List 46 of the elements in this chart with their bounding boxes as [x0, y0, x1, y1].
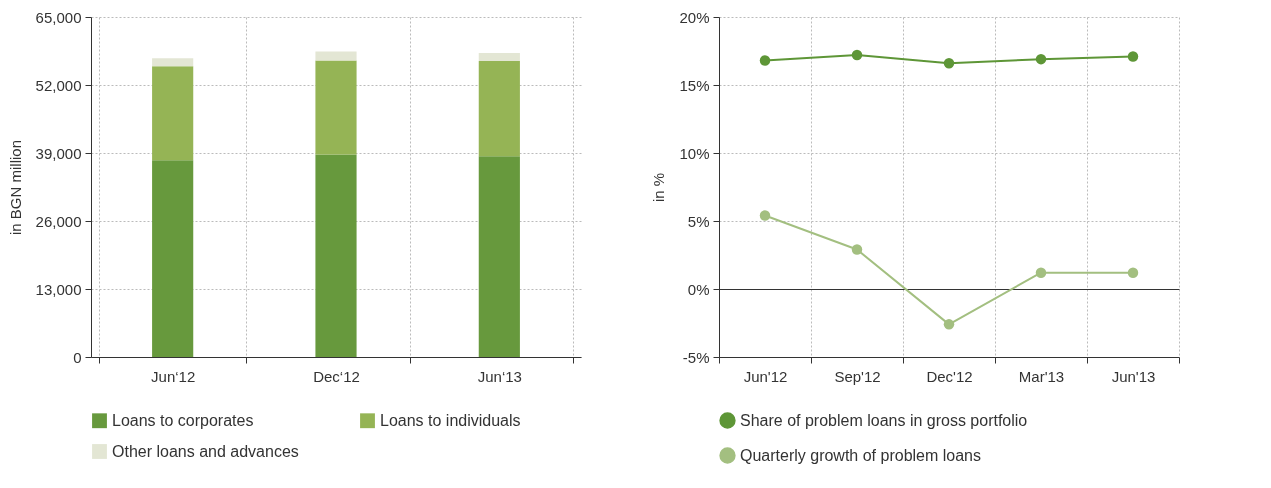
legend-label: Loans to individuals — [380, 411, 521, 429]
bar — [478, 53, 520, 61]
legend-label: Other loans and advances — [112, 442, 299, 460]
legend-label: Share of problem loans in gross portfolio — [740, 411, 1028, 429]
y-tick-label: 0% — [687, 280, 710, 298]
bar — [152, 66, 194, 161]
point — [851, 49, 863, 61]
x-tick-label: Jun'12 — [743, 367, 788, 385]
y-tick-label: 10% — [679, 144, 710, 162]
x-tick-label: Mar'13 — [1018, 367, 1065, 385]
bar — [315, 60, 357, 155]
bar — [315, 51, 357, 61]
y-tick-label: 52,000 — [35, 76, 82, 94]
y-tick-label: 0 — [73, 348, 82, 366]
y-tick-label: 39,000 — [35, 144, 82, 162]
y-axis-title: in % — [650, 172, 668, 203]
y-tick-label: 20% — [679, 8, 710, 26]
point — [759, 55, 771, 66]
y-tick-label: 65,000 — [35, 8, 82, 26]
point — [759, 210, 771, 221]
x-tick-label: Jun‘13 — [477, 367, 522, 385]
y-tick-label: -5% — [682, 348, 710, 366]
y-axis-title: in BGN million — [6, 139, 24, 236]
y-tick-label: 26,000 — [35, 212, 82, 230]
bar — [478, 156, 520, 357]
point — [943, 319, 955, 330]
x-tick-label: Jun'13 — [1111, 367, 1156, 385]
point — [943, 58, 955, 69]
legend-label: Loans to corporates — [112, 411, 254, 429]
point — [851, 244, 863, 255]
point — [1127, 51, 1139, 62]
legend-label: Quarterly growth of problem loans — [740, 446, 981, 464]
x-tick-label: Dec‘12 — [313, 367, 360, 385]
bar — [152, 58, 194, 67]
y-tick-label: 15% — [679, 76, 710, 94]
x-tick-label: Sep'12 — [834, 367, 881, 385]
point — [1035, 53, 1047, 65]
x-tick-label: Jun‘12 — [151, 367, 196, 385]
bar — [478, 60, 520, 157]
y-tick-label: 13,000 — [35, 280, 82, 298]
bar — [315, 154, 357, 357]
bar — [152, 160, 194, 357]
point — [1035, 267, 1047, 278]
y-tick-label: 5% — [687, 212, 710, 230]
point — [1127, 267, 1139, 278]
x-tick-label: Dec'12 — [926, 367, 973, 385]
